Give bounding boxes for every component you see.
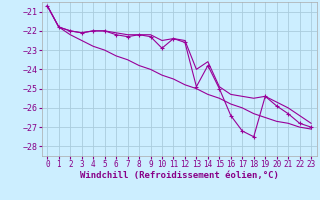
X-axis label: Windchill (Refroidissement éolien,°C): Windchill (Refroidissement éolien,°C) [80, 171, 279, 180]
